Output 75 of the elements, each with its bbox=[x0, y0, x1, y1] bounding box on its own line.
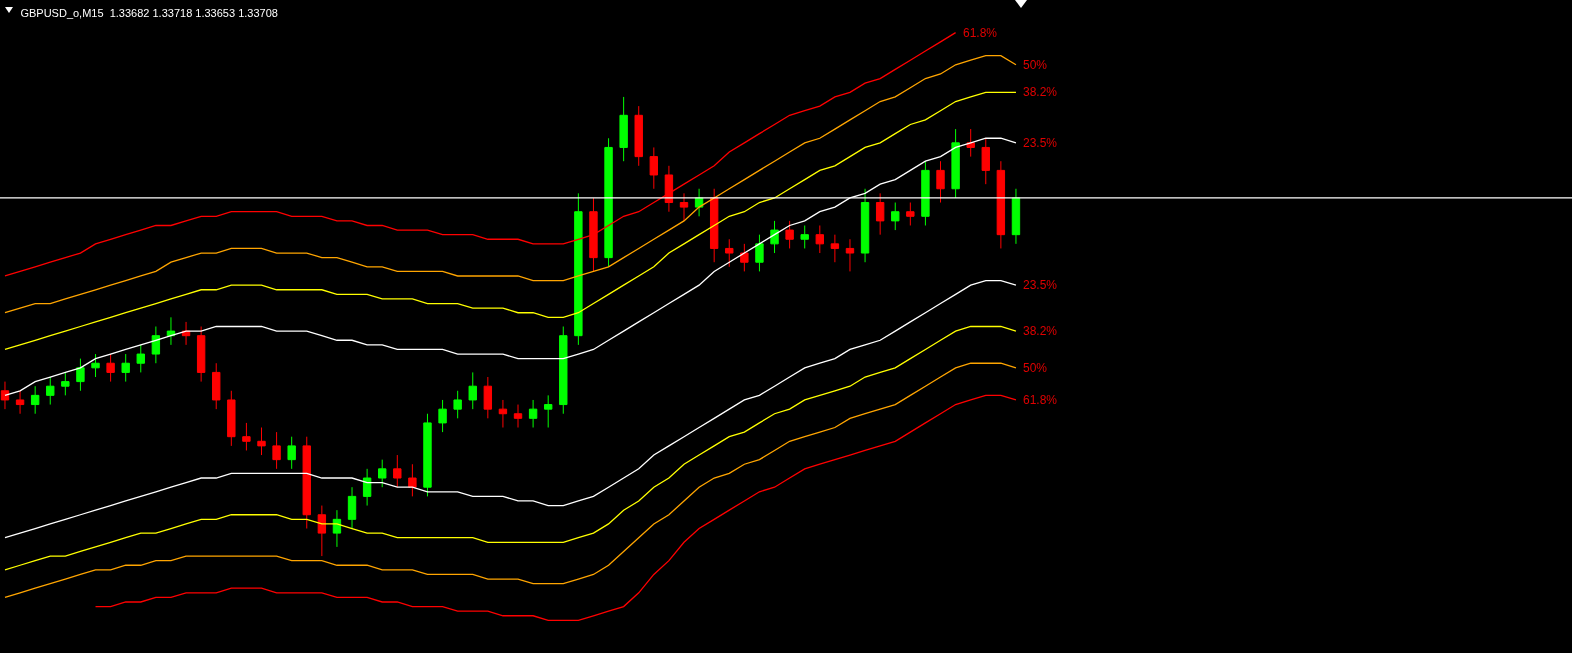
candlestick bbox=[257, 427, 266, 456]
candlestick bbox=[559, 326, 568, 415]
candlestick bbox=[378, 459, 387, 488]
candlestick bbox=[875, 192, 885, 236]
candlestick bbox=[604, 137, 613, 268]
candlestick bbox=[860, 188, 870, 263]
candlestick bbox=[46, 376, 55, 406]
candlestick bbox=[196, 326, 206, 383]
candlestick bbox=[136, 344, 145, 373]
candlestick bbox=[755, 234, 764, 272]
candlestick bbox=[121, 353, 130, 383]
series-label: 50% bbox=[1023, 58, 1048, 72]
candlestick bbox=[891, 202, 900, 231]
candlestick bbox=[438, 399, 447, 433]
candlestick bbox=[61, 371, 70, 396]
candlestick bbox=[921, 160, 930, 226]
candlestick bbox=[287, 436, 296, 470]
candlestick bbox=[227, 390, 236, 447]
candlestick bbox=[468, 371, 477, 410]
candlestick bbox=[951, 128, 960, 199]
series-label: 38.2% bbox=[1023, 324, 1058, 338]
candlestick bbox=[996, 160, 1006, 249]
candlestick bbox=[242, 422, 251, 451]
candlestick bbox=[574, 192, 583, 346]
candlestick bbox=[317, 505, 327, 557]
candlestick bbox=[589, 197, 598, 272]
candlestick bbox=[725, 238, 734, 268]
series-label: 23.5% bbox=[1023, 278, 1058, 292]
candlestick bbox=[679, 192, 689, 222]
candlestick bbox=[936, 160, 945, 204]
series-label: 61.8% bbox=[963, 26, 998, 40]
candlestick bbox=[483, 376, 493, 419]
candlestick bbox=[815, 224, 824, 254]
candlestick bbox=[151, 326, 161, 364]
candlestick bbox=[393, 454, 402, 488]
candlestick bbox=[498, 399, 508, 429]
candlestick bbox=[740, 243, 749, 272]
candlestick bbox=[91, 353, 100, 378]
candlestick bbox=[332, 509, 342, 548]
candlestick bbox=[619, 96, 628, 162]
chart-title: GBPUSD_o,M15 1.33682 1.33718 1.33653 1.33708 bbox=[20, 7, 278, 20]
candlestick bbox=[513, 404, 523, 429]
candlestick bbox=[0, 381, 10, 410]
candlestick bbox=[272, 431, 281, 470]
candlestick bbox=[800, 224, 809, 249]
series-label: 38.2% bbox=[1023, 85, 1058, 99]
candlestick bbox=[785, 220, 794, 249]
candlestick bbox=[362, 468, 372, 507]
candlestick bbox=[528, 399, 538, 429]
candlestick bbox=[966, 128, 975, 158]
candlestick bbox=[634, 105, 643, 167]
candlestick bbox=[649, 146, 659, 190]
series-label: 23.5% bbox=[1023, 136, 1058, 150]
candlestick bbox=[770, 220, 779, 254]
candlestick bbox=[30, 385, 40, 415]
series-label: 61.8% bbox=[1023, 393, 1058, 407]
candlestick bbox=[212, 362, 221, 410]
series-label: 50% bbox=[1023, 361, 1048, 375]
candlestick bbox=[166, 316, 176, 346]
candlestick bbox=[664, 165, 674, 213]
candlestick bbox=[15, 390, 25, 415]
candlestick bbox=[76, 358, 85, 392]
candlestick bbox=[423, 413, 432, 497]
candlestick bbox=[830, 234, 840, 263]
candlestick bbox=[845, 238, 855, 272]
candlestick bbox=[106, 353, 115, 383]
candlestick bbox=[302, 436, 311, 530]
candlestick bbox=[981, 137, 990, 185]
candlestick bbox=[347, 486, 357, 530]
candlestick bbox=[453, 390, 462, 419]
candlestick bbox=[1011, 188, 1021, 245]
candlestick bbox=[408, 463, 417, 497]
candlestick bbox=[709, 188, 719, 263]
candlestick bbox=[906, 202, 915, 226]
candlestick bbox=[544, 394, 553, 429]
